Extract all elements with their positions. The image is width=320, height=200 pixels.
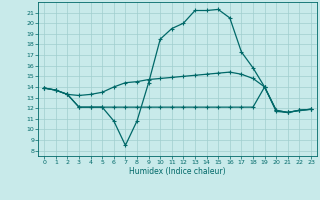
- X-axis label: Humidex (Indice chaleur): Humidex (Indice chaleur): [129, 167, 226, 176]
